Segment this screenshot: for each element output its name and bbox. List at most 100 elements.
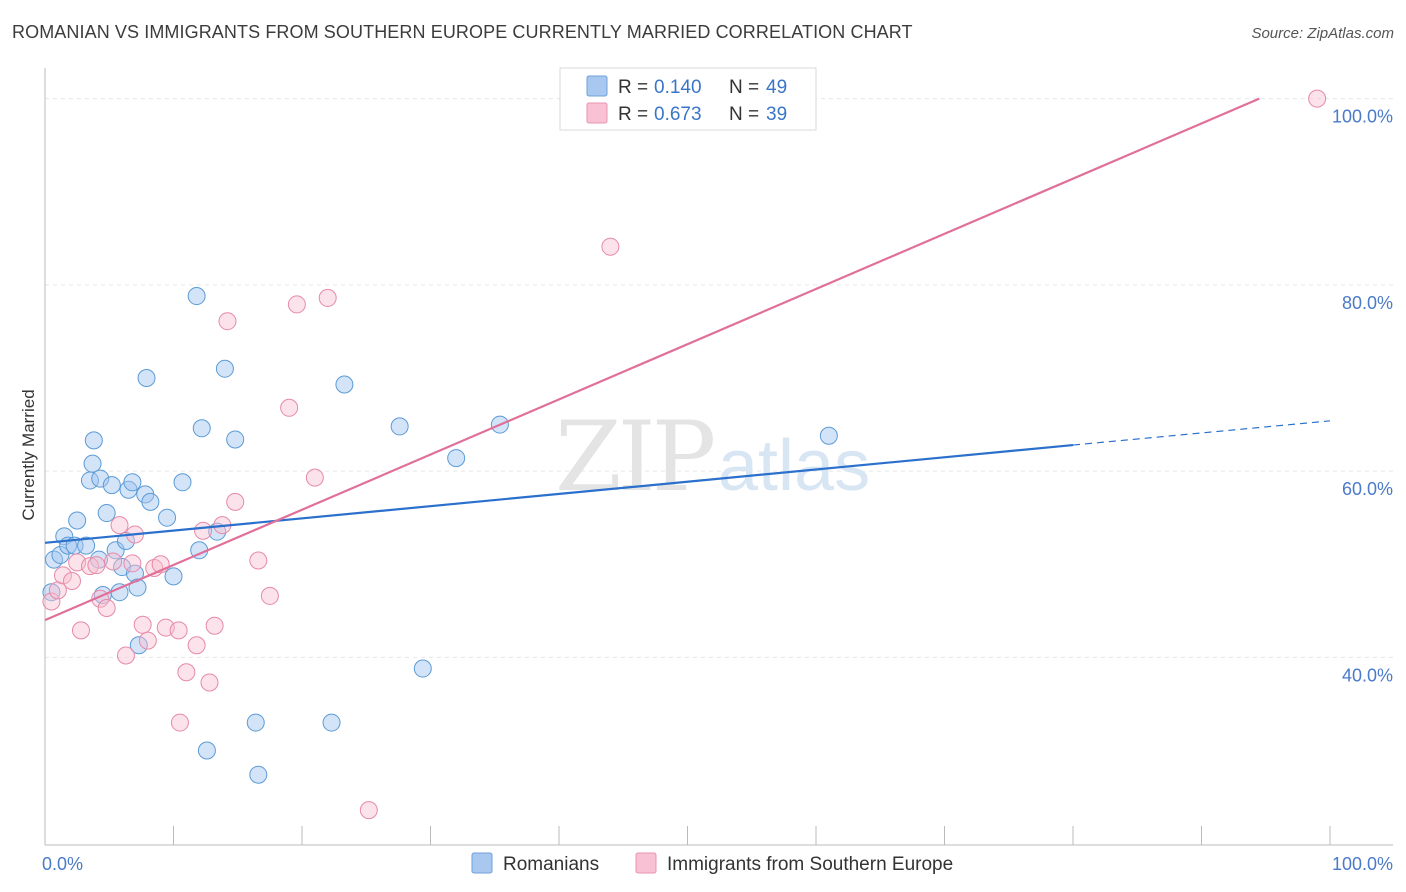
- legend-blue-n-value: 49: [766, 77, 787, 98]
- legend-pink-n-value: 39: [766, 104, 787, 125]
- romanians-point-29: [164, 567, 183, 586]
- y-tick-label-1: 60.0%: [1342, 479, 1393, 499]
- immigrants-point-15: [133, 615, 152, 634]
- immigrants-point-11: [110, 516, 129, 535]
- romanians-point-9: [83, 454, 102, 473]
- immigrants-point-20: [169, 621, 188, 640]
- immigrants-point-32: [280, 398, 299, 417]
- romanians-point-40: [322, 713, 341, 732]
- legend-blue-swatch: [586, 75, 608, 97]
- legend-pink-n-label: N =: [729, 104, 759, 125]
- romanians-point-44: [447, 449, 466, 468]
- immigrants-point-6: [80, 557, 99, 576]
- immigrants-point-28: [218, 312, 237, 331]
- romanians-point-33: [192, 419, 211, 438]
- romanians-point-46: [819, 426, 838, 445]
- romanians-point-10: [84, 431, 103, 450]
- legend-immigrants-label: Immigrants from Southern Europe: [667, 854, 953, 875]
- immigrants-point-2: [53, 566, 72, 585]
- immigrants-point-16: [138, 631, 157, 650]
- immigrants-point-3: [62, 572, 81, 591]
- romanians-point-15: [102, 476, 121, 495]
- romanians-point-14: [97, 504, 116, 523]
- romanians-point-0: [42, 583, 61, 602]
- immigrants-point-36: [359, 801, 378, 820]
- romanians-point-1: [44, 550, 63, 569]
- romanians-point-19: [116, 531, 135, 550]
- immigrants-point-21: [170, 713, 189, 732]
- immigrants-point-13: [123, 554, 142, 573]
- romanians-point-39: [249, 765, 268, 784]
- romanians-point-37: [226, 430, 245, 449]
- trend-lines: [44, 97, 1331, 622]
- legend-romanians-swatch: [471, 852, 493, 874]
- romanians-point-7: [77, 536, 96, 555]
- immigrants-point-38: [1308, 89, 1327, 108]
- immigrants-point-9: [97, 599, 116, 618]
- romanians-point-27: [141, 492, 160, 511]
- tick-labels: 40.0% 60.0% 80.0% 100.0% 0.0% 100.0%: [42, 107, 1393, 874]
- immigrants-point-12: [116, 646, 135, 665]
- romanians-trend-extension: [1072, 420, 1331, 446]
- watermark-zip: ZIP: [555, 401, 714, 513]
- y-tick-label-0: 40.0%: [1342, 665, 1393, 685]
- romanians-point-43: [413, 659, 432, 678]
- legend-blue-r-value: 0.140: [654, 77, 702, 98]
- y-tick-label-3: 100.0%: [1332, 107, 1393, 127]
- immigrants-point-23: [187, 636, 206, 655]
- romanians-point-41: [335, 375, 354, 394]
- immigrants-point-25: [200, 673, 219, 692]
- legend-pink-r-value: 0.673: [654, 104, 702, 125]
- immigrants-point-5: [71, 621, 90, 640]
- immigrants-point-33: [287, 295, 306, 314]
- grid-lines: [45, 98, 1393, 658]
- romanians-point-12: [91, 469, 110, 488]
- romanians-trend-line: [44, 443, 1074, 544]
- romanians-point-6: [68, 511, 87, 530]
- romanians-point-42: [390, 417, 409, 436]
- romanians-point-28: [158, 508, 177, 527]
- immigrants-point-34: [305, 468, 324, 487]
- immigrants-point-24: [194, 521, 213, 540]
- romanians-points: [42, 287, 838, 784]
- immigrants-point-37: [601, 237, 620, 256]
- romanians-point-26: [137, 369, 156, 387]
- x-tick-label-0: 0.0%: [42, 854, 83, 874]
- romanians-point-34: [197, 741, 216, 760]
- romanians-point-30: [173, 473, 192, 492]
- legend-blue-n-label: N =: [729, 77, 759, 98]
- romanians-point-38: [246, 713, 265, 732]
- immigrants-point-7: [87, 556, 106, 575]
- legend-blue-r-label: R =: [618, 77, 648, 98]
- legend-pink-r-label: R =: [618, 104, 648, 125]
- watermark: ZIP atlas: [555, 401, 870, 513]
- axes: [44, 68, 1393, 846]
- legend-pink-swatch: [586, 102, 608, 124]
- legend-bottom: Romanians Immigrants from Southern Europ…: [471, 852, 953, 875]
- immigrants-point-29: [226, 492, 245, 511]
- source-label: Source: ZipAtlas.com: [1251, 25, 1394, 42]
- legend-romanians-label: Romanians: [503, 854, 599, 875]
- immigrants-point-30: [249, 551, 268, 570]
- romanians-point-24: [129, 636, 148, 655]
- immigrants-point-26: [205, 616, 224, 635]
- immigrants-point-35: [318, 288, 337, 307]
- y-axis-label: Currently Married: [19, 389, 38, 520]
- romanians-point-16: [106, 541, 125, 560]
- immigrants-points: [42, 89, 1327, 820]
- y-tick-label-2: 80.0%: [1342, 293, 1393, 313]
- legend-immigrants-swatch: [635, 852, 657, 874]
- immigrants-point-10: [104, 552, 123, 571]
- immigrants-trend-line: [44, 97, 1260, 622]
- romanians-point-2: [51, 545, 70, 564]
- immigrants-point-0: [42, 592, 61, 611]
- romanians-point-36: [215, 359, 234, 378]
- romanians-point-31: [187, 287, 206, 306]
- chart-title: ROMANIAN VS IMMIGRANTS FROM SOUTHERN EUR…: [12, 22, 913, 42]
- romanians-point-21: [123, 473, 142, 492]
- immigrants-point-22: [177, 663, 196, 682]
- x-tick-label-1: 100.0%: [1332, 854, 1393, 874]
- legend-top: R = 0.140 N = 49 R = 0.673 N = 39: [559, 67, 817, 131]
- immigrants-point-31: [260, 586, 279, 605]
